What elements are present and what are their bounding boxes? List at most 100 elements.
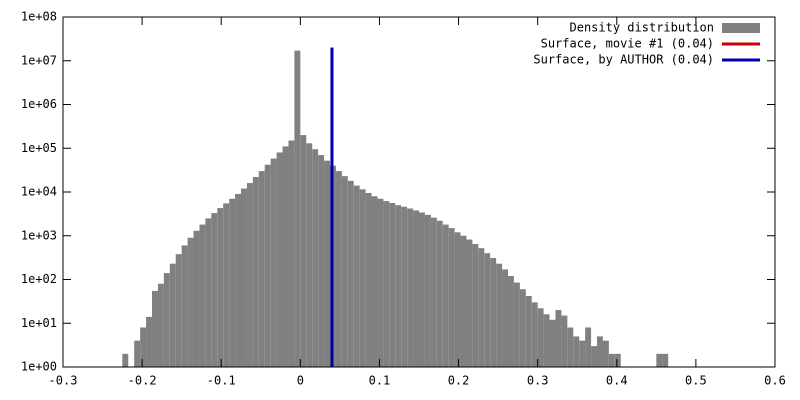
bar — [614, 353, 621, 367]
bar — [276, 152, 283, 367]
bar — [549, 319, 556, 367]
bar — [175, 254, 182, 367]
x-tick-label: 0.5 — [685, 374, 707, 388]
x-tick-label: -0.2 — [128, 374, 157, 388]
x-tick-label: -0.3 — [49, 374, 78, 388]
bar — [484, 253, 491, 367]
x-tick-label: 0.4 — [606, 374, 628, 388]
bar — [140, 327, 147, 367]
bar — [294, 50, 301, 368]
bar — [478, 248, 485, 367]
bar — [223, 203, 230, 367]
bar — [229, 198, 236, 367]
bar — [561, 315, 568, 367]
bar — [597, 336, 603, 367]
bar — [312, 149, 319, 367]
y-tick-label: 1e+03 — [21, 228, 57, 242]
bar — [466, 239, 473, 367]
bar — [513, 282, 520, 367]
bar — [525, 295, 532, 367]
bar — [163, 273, 170, 367]
legend-label: Surface, by AUTHOR (0.04) — [533, 53, 714, 67]
bar — [537, 308, 544, 367]
y-tick-label: 1e+00 — [21, 360, 57, 374]
bar — [264, 164, 271, 367]
bar — [656, 353, 663, 367]
y-tick-label: 1e+08 — [21, 10, 57, 24]
bar — [608, 353, 615, 367]
bar — [591, 346, 597, 367]
bar — [157, 283, 164, 367]
bar — [401, 206, 408, 367]
bar — [318, 155, 325, 367]
bar — [531, 302, 538, 367]
bar — [217, 208, 224, 367]
bar — [152, 290, 158, 367]
bar — [567, 327, 574, 367]
x-tick-label: 0.3 — [527, 374, 549, 388]
legend-label: Surface, movie #1 (0.04) — [541, 37, 714, 51]
bar — [389, 203, 396, 367]
plot-area — [122, 47, 669, 368]
bar — [490, 258, 497, 367]
y-tick-label: 1e+04 — [21, 185, 57, 199]
bar — [407, 208, 414, 367]
bar — [300, 135, 307, 367]
bar — [377, 198, 384, 367]
y-tick-label: 1e+07 — [21, 53, 57, 67]
bar — [442, 224, 449, 367]
bar — [146, 316, 152, 367]
bar — [472, 243, 479, 367]
bar — [555, 310, 562, 367]
bar — [579, 340, 586, 367]
bar — [246, 183, 253, 367]
bar — [413, 210, 419, 367]
y-tick-label: 1e+06 — [21, 97, 57, 111]
legend-swatch — [722, 23, 760, 33]
bar — [448, 228, 455, 367]
x-tick-label: 0.6 — [764, 374, 786, 388]
bar — [282, 146, 289, 367]
bar — [252, 177, 259, 367]
bar — [324, 160, 330, 367]
bar — [199, 224, 206, 367]
bar — [543, 314, 550, 367]
bar — [502, 269, 508, 367]
y-tick-label: 1e+02 — [21, 272, 57, 286]
bar — [347, 180, 354, 367]
bar — [187, 237, 194, 367]
bar — [454, 232, 461, 367]
bar — [496, 263, 503, 367]
bar — [430, 217, 437, 367]
bar — [169, 263, 176, 367]
bar — [211, 213, 218, 367]
bar — [122, 353, 129, 367]
x-tick-label: 0.1 — [369, 374, 391, 388]
bar — [602, 340, 609, 367]
bar — [508, 276, 514, 367]
bar — [359, 189, 366, 367]
bar — [353, 185, 360, 367]
bar — [419, 212, 425, 367]
bar — [235, 194, 241, 367]
bar — [371, 196, 378, 367]
bar — [395, 205, 402, 367]
y-tick-label: 1e+05 — [21, 141, 57, 155]
bar — [181, 245, 188, 367]
bar — [241, 188, 247, 367]
bar — [424, 214, 431, 367]
bar — [341, 176, 348, 367]
bar — [365, 192, 372, 367]
bar — [134, 340, 141, 367]
bar — [436, 220, 443, 367]
bar — [205, 218, 212, 367]
x-tick-label: -0.1 — [207, 374, 236, 388]
bar — [573, 336, 580, 367]
bar — [460, 235, 467, 367]
bar — [519, 289, 526, 367]
bar — [335, 171, 342, 367]
legend-label: Density distribution — [570, 21, 715, 35]
x-tick-label: 0 — [297, 374, 304, 388]
bar — [270, 158, 277, 367]
